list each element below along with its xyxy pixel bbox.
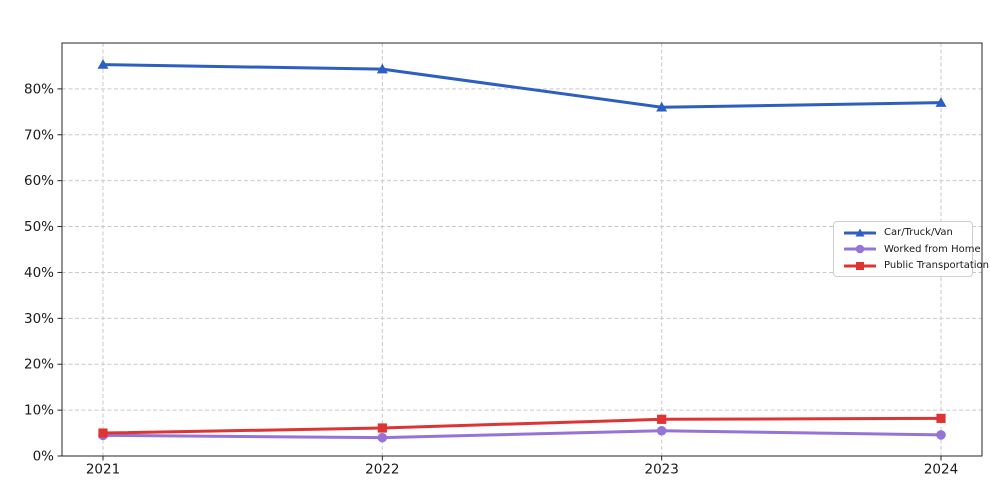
x-tick-label: 2021: [86, 462, 120, 478]
square-marker-icon: [844, 261, 876, 270]
y-tick-label: 80%: [24, 81, 54, 97]
triangle-marker-icon: [844, 228, 876, 236]
legend-item-car-truck-van: Car/Truck/Van: [844, 225, 964, 241]
legend-label: Worked from Home: [884, 243, 981, 255]
tick-marks: [57, 88, 942, 461]
x-tick-label: 2022: [365, 462, 399, 478]
y-tick-label: 20%: [24, 357, 54, 373]
axes-spines: [61, 42, 983, 457]
circle-marker-icon: [844, 244, 876, 254]
legend-label: Public Transportation: [884, 260, 989, 271]
y-tick-label: 40%: [24, 265, 54, 281]
legend-label: Car/Truck/Van: [884, 227, 953, 238]
y-tick-label: 0%: [33, 449, 55, 465]
legend: Car/Truck/Van Worked from Home Public Tr…: [833, 221, 989, 277]
series-worked-from-home: [98, 425, 946, 443]
series-public-transportation: [98, 413, 946, 438]
x-tick-label: 2024: [924, 462, 958, 478]
series-car-truck-van: [97, 59, 947, 112]
tick-labels: 0% 10% 20% 30% 40% 50% 60% 70% 80% 2021 2022 2023 20…: [24, 81, 958, 477]
y-tick-label: 50%: [24, 219, 54, 235]
y-tick-label: 30%: [24, 311, 54, 327]
legend-item-worked-from-home: Worked from Home: [844, 241, 981, 257]
y-tick-label: 70%: [24, 127, 54, 143]
legend-item-public-transportation: Public Transportation: [844, 258, 989, 274]
y-tick-label: 60%: [24, 173, 54, 189]
y-tick-label: 10%: [24, 403, 54, 419]
x-tick-label: 2023: [644, 462, 678, 478]
